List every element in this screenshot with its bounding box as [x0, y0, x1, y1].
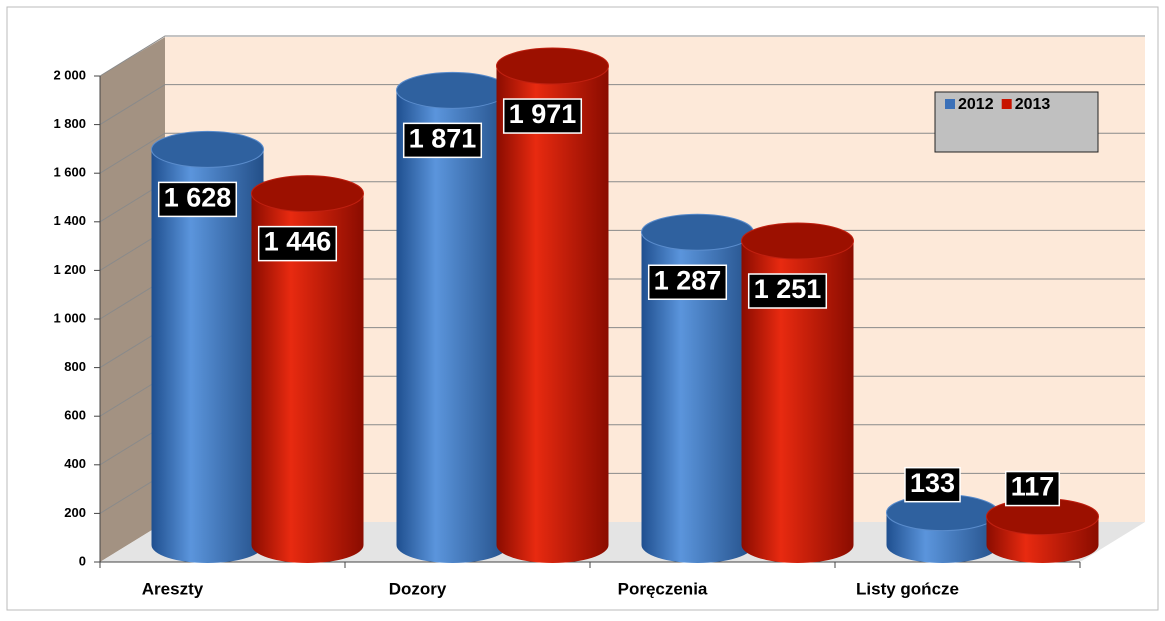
bar-top [151, 130, 264, 168]
y-tick-label: 1 200 [53, 262, 86, 277]
legend-box [934, 91, 1099, 153]
value-label: 1 971 [509, 99, 577, 129]
bar-top [496, 47, 609, 85]
y-tick-label: 1 600 [53, 165, 86, 180]
bar [151, 149, 264, 563]
x-tick-label: Poręczenia [618, 579, 708, 598]
value-label: 117 [1011, 472, 1055, 502]
value-label-box [157, 181, 238, 218]
value-label-box [502, 98, 583, 134]
y-tick-label: 400 [64, 456, 86, 471]
bar [496, 66, 609, 563]
y-tick-label: 600 [64, 408, 86, 423]
value-label-box [904, 466, 961, 503]
value-label-box [402, 122, 483, 159]
y-tick-label: 2 000 [53, 67, 86, 82]
y-tick-label: 1 400 [53, 213, 86, 228]
value-label-box [647, 264, 728, 301]
x-tick-label: Areszty [142, 579, 204, 598]
y-tick-label: 0 [79, 553, 86, 568]
value-label: 1 251 [754, 274, 822, 304]
y-tick-label: 200 [64, 505, 86, 520]
bar-top [396, 71, 509, 109]
bar-top [741, 222, 854, 260]
value-label: 1 871 [409, 123, 477, 153]
grid-line [99, 35, 1145, 77]
bar [251, 193, 364, 563]
bar-top [641, 213, 754, 251]
x-tick-label: Listy gończe [856, 579, 959, 598]
value-label: 1 628 [164, 183, 232, 213]
grid-line [99, 84, 1145, 126]
grid-line [99, 132, 1145, 174]
legend-swatch [1001, 99, 1012, 109]
bar [641, 232, 754, 563]
value-label: 133 [910, 468, 955, 498]
value-label: 1 287 [654, 265, 722, 295]
y-tick-label: 1 000 [53, 310, 86, 325]
bar [741, 241, 854, 563]
y-tick-label: 800 [64, 359, 86, 374]
value-label-box [257, 225, 338, 262]
value-label-box [747, 273, 828, 309]
legend-swatch [945, 99, 955, 109]
legend-label: 2012 [958, 96, 994, 113]
legend-label: 2013 [1015, 96, 1051, 113]
value-label: 1 446 [264, 227, 332, 257]
bar [396, 90, 509, 564]
bar-top [251, 175, 364, 213]
value-label-box [1004, 470, 1061, 507]
x-tick-label: Dozory [389, 579, 447, 598]
y-tick-label: 1 800 [53, 116, 86, 131]
